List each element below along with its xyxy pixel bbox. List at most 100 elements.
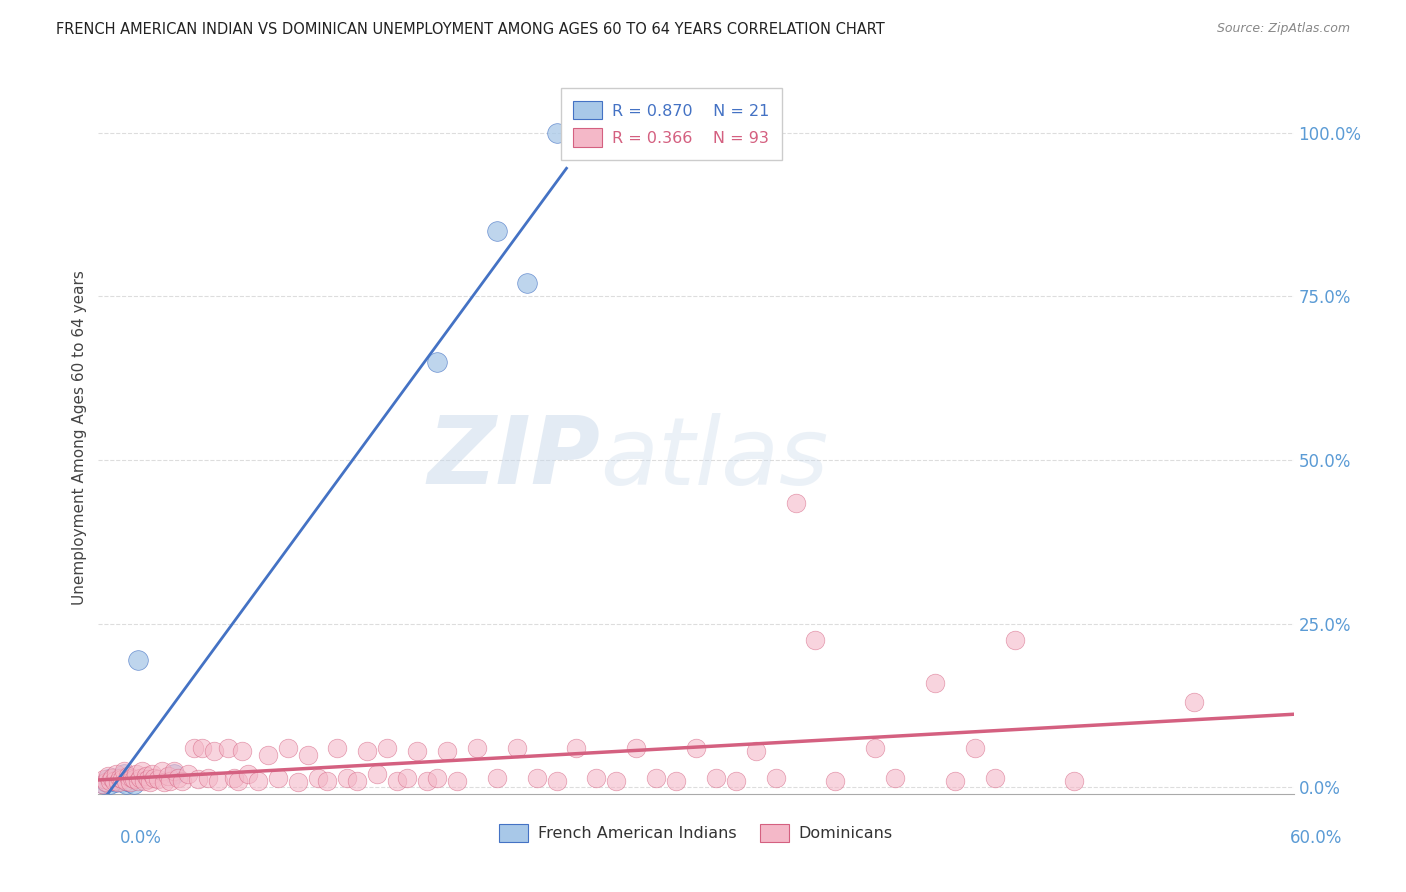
Point bbox=[222, 771, 245, 785]
Point bbox=[105, 775, 128, 789]
Point bbox=[187, 772, 209, 787]
Point bbox=[375, 741, 398, 756]
Point bbox=[111, 775, 134, 789]
Point bbox=[96, 775, 118, 789]
Point bbox=[1004, 633, 1026, 648]
Point bbox=[139, 775, 162, 789]
Point bbox=[416, 773, 439, 788]
Point bbox=[121, 771, 143, 785]
Point bbox=[436, 744, 458, 758]
Point bbox=[202, 744, 225, 758]
Point bbox=[105, 767, 128, 781]
Point bbox=[112, 764, 135, 778]
Point bbox=[120, 775, 142, 789]
Point bbox=[516, 277, 538, 291]
Point bbox=[665, 773, 688, 788]
Text: atlas: atlas bbox=[600, 413, 828, 504]
Text: FRENCH AMERICAN INDIAN VS DOMINICAN UNEMPLOYMENT AMONG AGES 60 TO 64 YEARS CORRE: FRENCH AMERICAN INDIAN VS DOMINICAN UNEM… bbox=[56, 22, 884, 37]
Point bbox=[107, 772, 129, 787]
Point bbox=[1182, 695, 1205, 709]
Point bbox=[110, 771, 132, 785]
Point bbox=[785, 495, 807, 509]
Point bbox=[287, 775, 309, 789]
Point bbox=[91, 777, 114, 791]
Point bbox=[129, 771, 152, 785]
Point bbox=[98, 773, 122, 788]
Point bbox=[356, 744, 378, 758]
Point bbox=[426, 771, 449, 785]
Point bbox=[546, 126, 568, 140]
Point bbox=[183, 741, 205, 756]
Point bbox=[117, 773, 139, 788]
Point bbox=[148, 772, 170, 787]
Point bbox=[765, 771, 787, 785]
Point bbox=[117, 768, 139, 782]
Point bbox=[745, 744, 768, 758]
Point bbox=[97, 772, 120, 787]
Point bbox=[107, 775, 129, 789]
Point bbox=[565, 741, 588, 756]
Point bbox=[704, 771, 727, 785]
Point bbox=[103, 773, 125, 788]
Point bbox=[141, 767, 163, 781]
Point bbox=[134, 773, 156, 788]
Point bbox=[824, 773, 846, 788]
Point bbox=[124, 772, 146, 787]
Point bbox=[231, 744, 253, 758]
Point bbox=[526, 771, 548, 785]
Point bbox=[226, 773, 249, 788]
Point bbox=[884, 771, 907, 785]
Point bbox=[101, 771, 124, 785]
Point bbox=[924, 675, 946, 690]
Point bbox=[406, 744, 429, 758]
Point bbox=[93, 777, 115, 791]
Point bbox=[153, 775, 176, 789]
Point bbox=[267, 771, 290, 785]
Point bbox=[326, 741, 349, 756]
Point bbox=[336, 771, 359, 785]
Point bbox=[366, 767, 388, 781]
Point bbox=[112, 767, 135, 781]
Point bbox=[426, 355, 449, 369]
Point bbox=[685, 741, 707, 756]
Point bbox=[485, 771, 508, 785]
Legend: French American Indians, Dominicans: French American Indians, Dominicans bbox=[491, 815, 901, 850]
Point bbox=[963, 741, 986, 756]
Point bbox=[485, 224, 508, 238]
Point bbox=[163, 767, 186, 781]
Point bbox=[159, 773, 181, 788]
Y-axis label: Unemployment Among Ages 60 to 64 years: Unemployment Among Ages 60 to 64 years bbox=[72, 269, 87, 605]
Point bbox=[297, 747, 319, 762]
Point bbox=[96, 775, 118, 789]
Point bbox=[396, 771, 419, 785]
Point bbox=[217, 741, 239, 756]
Point bbox=[103, 773, 125, 788]
Point bbox=[136, 772, 159, 787]
Point bbox=[177, 767, 200, 781]
Text: ZIP: ZIP bbox=[427, 412, 600, 505]
Point bbox=[127, 653, 149, 667]
Point bbox=[943, 773, 966, 788]
Point bbox=[127, 773, 149, 788]
Point bbox=[645, 771, 668, 785]
Point bbox=[446, 773, 468, 788]
Point bbox=[120, 775, 142, 789]
Point bbox=[131, 764, 153, 778]
Point bbox=[157, 768, 180, 782]
Point bbox=[150, 764, 173, 778]
Point bbox=[98, 777, 122, 791]
Point bbox=[143, 771, 166, 785]
Point bbox=[307, 771, 329, 785]
Point bbox=[277, 741, 299, 756]
Point bbox=[605, 773, 627, 788]
Point bbox=[546, 773, 568, 788]
Point bbox=[110, 771, 132, 785]
Point bbox=[172, 773, 194, 788]
Text: 0.0%: 0.0% bbox=[120, 829, 162, 847]
Text: Source: ZipAtlas.com: Source: ZipAtlas.com bbox=[1216, 22, 1350, 36]
Point bbox=[865, 741, 887, 756]
Point bbox=[135, 768, 157, 782]
Point bbox=[724, 773, 747, 788]
Point bbox=[124, 777, 146, 791]
Point bbox=[585, 771, 607, 785]
